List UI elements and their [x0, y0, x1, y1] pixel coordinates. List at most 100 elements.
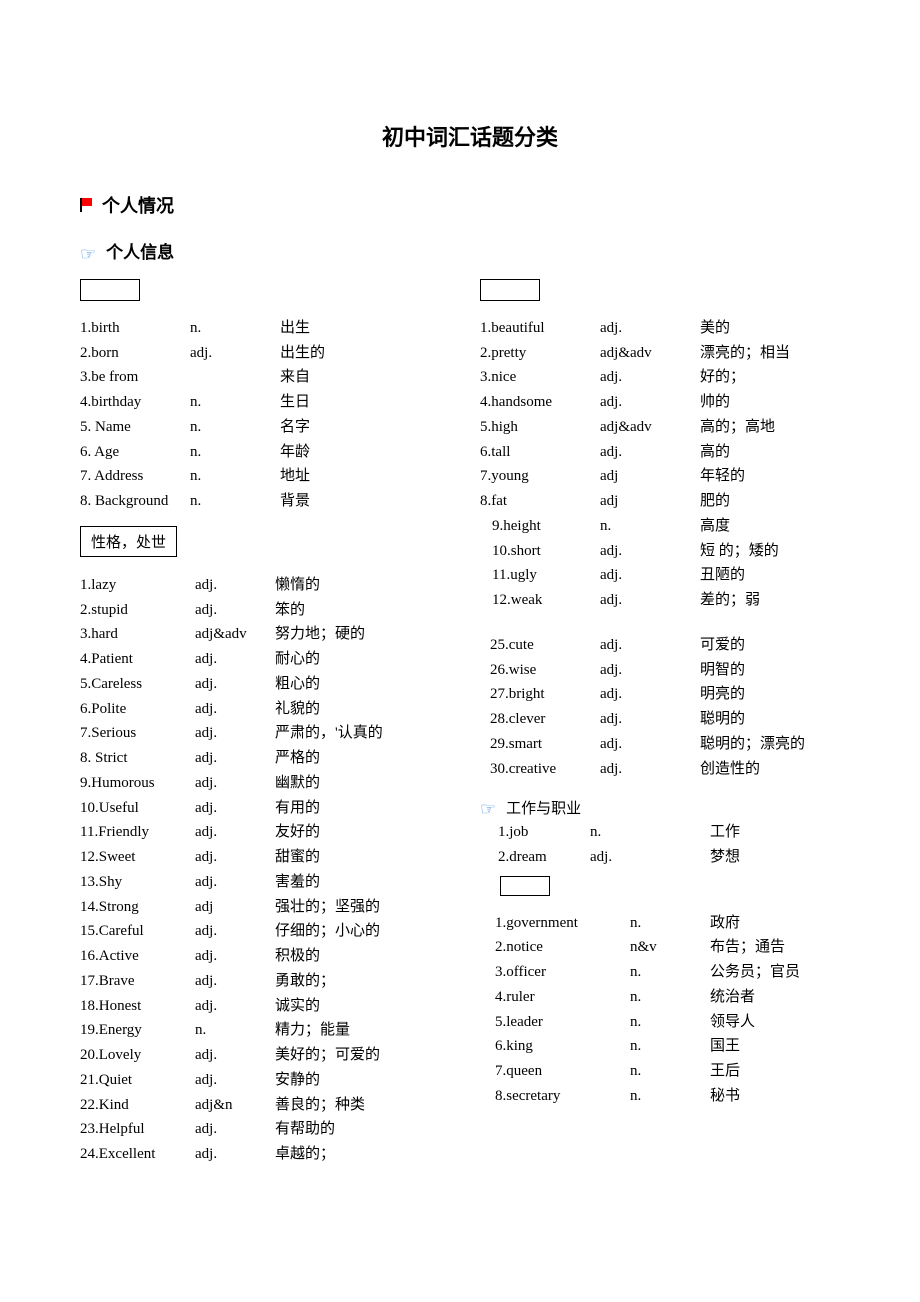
vocab-word: 20.Lovely: [80, 1043, 195, 1068]
vocab-row: 13.Shyadj.害羞的: [80, 870, 460, 895]
vocab-def: 有帮助的: [275, 1117, 335, 1142]
vocab-word: 1.government: [480, 911, 630, 936]
vocab-word: 3.officer: [480, 960, 630, 985]
vocab-word: 1.job: [480, 820, 590, 845]
vocab-row: 4.Patientadj.耐心的: [80, 647, 460, 672]
vocab-def: 地址: [280, 464, 460, 489]
vocab-def: 高度: [700, 514, 730, 539]
government-list: 1.governmentn.政府2.noticen&v布告；通告3.office…: [480, 911, 860, 1109]
vocab-row: 16.Activeadj.积极的: [80, 944, 460, 969]
sub-heading: 个人信息: [106, 243, 174, 262]
vocab-pos: adj.: [600, 440, 700, 465]
vocab-pos: adj.: [195, 697, 275, 722]
vocab-pos: n.: [630, 960, 710, 985]
vocab-word: 5. Name: [80, 415, 190, 440]
vocab-word: 3.hard: [80, 622, 195, 647]
vocab-def: 美好的；可爱的: [275, 1043, 380, 1068]
vocab-row: 2.noticen&v布告；通告: [480, 935, 860, 960]
vocab-row: 26.wiseadj.明智的: [480, 658, 860, 683]
page-title: 初中词汇话题分类: [80, 120, 860, 152]
vocab-row: 3.be from来自: [80, 365, 460, 390]
vocab-row: 4.birthdayn.生日: [80, 390, 460, 415]
vocab-def: 秘书: [710, 1084, 740, 1109]
vocab-row: 4.rulern.统治者: [480, 985, 860, 1010]
vocab-word: 8.secretary: [480, 1084, 630, 1109]
vocab-row: 27.brightadj.明亮的: [480, 682, 860, 707]
vocab-def: 甜蜜的: [275, 845, 320, 870]
vocab-def: 高的: [700, 440, 730, 465]
vocab-pos: adj&adv: [600, 415, 700, 440]
vocab-def: 笨的: [275, 598, 305, 623]
vocab-pos: adj&adv: [195, 622, 275, 647]
vocab-word: 11.Friendly: [80, 820, 195, 845]
vocab-pos: adj.: [195, 746, 275, 771]
vocab-pos: n.: [600, 514, 700, 539]
vocab-word: 9.height: [480, 514, 600, 539]
vocab-row: 5.highadj&adv高的；高地: [480, 415, 860, 440]
vocab-pos: adj.: [195, 647, 275, 672]
vocab-row: 23.Helpfuladj. 有帮助的: [80, 1117, 460, 1142]
vocab-word: 5.high: [480, 415, 600, 440]
category-box-empty-right: [480, 279, 540, 301]
vocab-pos: adj.: [195, 771, 275, 796]
vocab-pos: adj.: [195, 919, 275, 944]
vocab-word: 14.Strong: [80, 895, 195, 920]
vocab-word: 8.fat: [480, 489, 600, 514]
right-column: 1.beautifuladj.美的2.prettyadj&adv漂亮的；相当3.…: [480, 273, 860, 1167]
vocab-word: 7. Address: [80, 464, 190, 489]
vocab-pos: adj.: [195, 845, 275, 870]
vocab-def: 政府: [710, 911, 740, 936]
vocab-word: 2.notice: [480, 935, 630, 960]
vocab-def: 严格的: [275, 746, 320, 771]
vocab-def: 帅的: [700, 390, 730, 415]
vocab-word: 4.ruler: [480, 985, 630, 1010]
vocab-word: 12.Sweet: [80, 845, 195, 870]
vocab-def: 仔细的；小心的: [275, 919, 380, 944]
vocab-row: 7.youngadj年轻的: [480, 464, 860, 489]
vocab-word: 17.Brave: [80, 969, 195, 994]
vocab-pos: adj&adv: [600, 341, 700, 366]
vocab-row: 20.Lovelyadj. 美好的；可爱的: [80, 1043, 460, 1068]
vocab-row: 3.hardadj&adv努力地；硬的: [80, 622, 460, 647]
vocab-def: 名字: [280, 415, 460, 440]
vocab-pos: adj.: [195, 994, 275, 1019]
vocab-row: 29.smartadj.聪明的；漂亮的: [480, 732, 860, 757]
vocab-def: 勇敢的；: [275, 969, 335, 994]
vocab-pos: n.: [190, 415, 280, 440]
vocab-row: 9.heightn.高度: [480, 514, 860, 539]
vocab-word: 29.smart: [480, 732, 600, 757]
category-box-empty-job: [500, 876, 550, 896]
vocab-word: 2.dream: [480, 845, 590, 870]
vocab-word: 15.Careful: [80, 919, 195, 944]
vocab-word: 1.birth: [80, 316, 190, 341]
vocab-row: 1.birthn.出生: [80, 316, 460, 341]
hand-icon: ☞: [80, 244, 96, 265]
vocab-pos: adj.: [195, 672, 275, 697]
vocab-def: 害羞的: [275, 870, 320, 895]
vocab-word: 18.Honest: [80, 994, 195, 1019]
vocab-pos: n.: [630, 911, 710, 936]
vocab-def: 积极的: [275, 944, 320, 969]
vocab-pos: n.: [190, 464, 280, 489]
vocab-row: 30.creativeadj.创造性的: [480, 757, 860, 782]
vocab-word: 4.handsome: [480, 390, 600, 415]
vocab-pos: adj.: [195, 1068, 275, 1093]
vocab-word: 2.pretty: [480, 341, 600, 366]
vocab-row: 6.kingn.国王: [480, 1034, 860, 1059]
vocab-row: 7.Seriousadj.严肃的，'认真的: [80, 721, 460, 746]
vocab-word: 10.Useful: [80, 796, 195, 821]
vocab-def: 聪明的: [700, 707, 745, 732]
vocab-row: 14.Strongadj强壮的；坚强的: [80, 895, 460, 920]
vocab-pos: adj.: [600, 588, 700, 613]
vocab-word: 7.young: [480, 464, 600, 489]
vocab-row: 10.shortadj.短 的；矮的: [480, 539, 860, 564]
vocab-def: 生日: [280, 390, 460, 415]
vocab-def: 创造性的: [700, 757, 760, 782]
vocab-row: 3.officern.公务员；官员: [480, 960, 860, 985]
vocab-word: 24.Excellent: [80, 1142, 195, 1167]
job-section-header: ☞ 工作与职业: [480, 797, 860, 820]
vocab-def: 统治者: [710, 985, 755, 1010]
vocab-def: 出生: [280, 316, 460, 341]
vocab-pos: adj.: [600, 682, 700, 707]
vocab-def: 友好的: [275, 820, 320, 845]
